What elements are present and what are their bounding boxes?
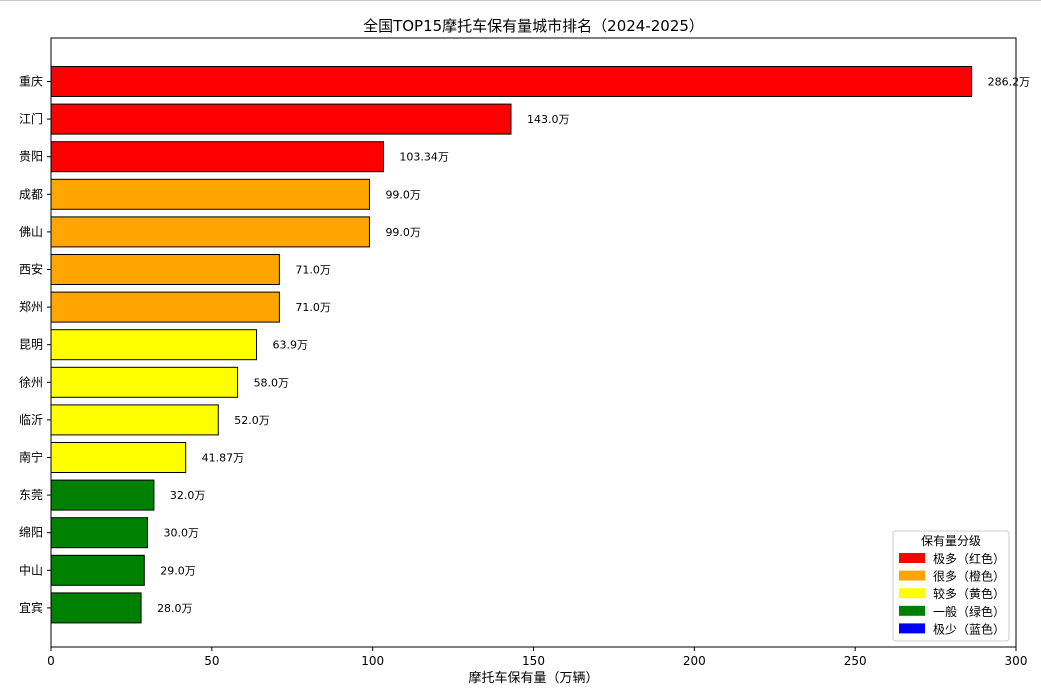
legend-label-blue: 极少（蓝色） — [933, 622, 1005, 636]
data-label-10: 52.0万 — [234, 414, 270, 427]
bar-4 — [50, 178, 370, 210]
y-tick-label-14: 中山 — [19, 562, 43, 577]
bar-7 — [50, 291, 280, 323]
x-tick-label-150: 150 — [522, 654, 545, 668]
legend-title: 保有量分级 — [921, 534, 981, 548]
data-label-14: 29.0万 — [160, 564, 196, 577]
x-axis-label: 摩托车保有量（万辆） — [468, 670, 598, 686]
data-label-15: 28.0万 — [157, 602, 193, 615]
y-tick-label-2: 江门 — [19, 111, 43, 126]
y-tick-label-11: 南宁 — [19, 450, 43, 465]
legend-label-orange: 很多（橙色） — [933, 569, 1005, 584]
bar-14 — [50, 554, 145, 586]
y-tick-label-12: 东莞 — [19, 488, 43, 502]
legend-swatch-blue — [899, 623, 925, 634]
x-tick-label-100: 100 — [361, 654, 384, 668]
bar-2 — [50, 103, 512, 135]
legend-swatch-yellow — [899, 588, 925, 599]
bar-9 — [50, 366, 239, 398]
data-label-5: 99.0万 — [385, 226, 421, 239]
bar-6 — [50, 254, 280, 285]
data-label-6: 71.0万 — [295, 264, 331, 277]
bar-1 — [50, 66, 973, 97]
data-label-4: 99.0万 — [385, 188, 421, 201]
legend-label-yellow: 较多（黄色） — [933, 586, 1005, 601]
data-label-2: 143.0万 — [527, 113, 570, 126]
y-tick-label-5: 佛山 — [19, 225, 43, 239]
bars-group: 286.2万 143.0万 103.34万 99.0万 99.0万 71.0万 71.0万 6… — [50, 66, 1031, 624]
bar-13 — [50, 517, 148, 549]
y-tick-label-4: 成都 — [19, 187, 43, 201]
y-tick-label-8: 昆明 — [19, 338, 43, 352]
data-label-11: 41.87万 — [202, 452, 245, 465]
plot-frame — [50, 37, 1017, 648]
x-tick-label-0: 0 — [47, 654, 55, 668]
legend-swatch-green — [899, 605, 925, 616]
bar-12 — [50, 479, 155, 511]
y-tick-label-15: 宜宾 — [19, 600, 43, 615]
data-label-7: 71.0万 — [295, 301, 331, 314]
window-top-border — [0, 0, 1041, 1]
x-axis: 0 50 100 150 200 250 300 — [47, 647, 1027, 668]
y-tick-label-7: 郑州 — [19, 299, 43, 314]
bar-11 — [50, 442, 187, 473]
legend-swatch-red — [899, 553, 925, 563]
data-label-12: 32.0万 — [170, 489, 206, 502]
y-tick-label-10: 临沂 — [19, 413, 43, 427]
legend-label-red: 极多（红色） — [933, 551, 1005, 566]
legend-label-green: 一般（绿色） — [933, 604, 1005, 619]
y-tick-label-3: 贵阳 — [19, 150, 43, 164]
chart-title: 全国TOP15摩托车保有量城市排名（2024-2025） — [363, 17, 704, 35]
y-tick-label-6: 西安 — [19, 262, 43, 277]
x-tick-label-200: 200 — [683, 654, 706, 668]
bar-8 — [50, 329, 258, 361]
x-tick-label-300: 300 — [1005, 654, 1028, 668]
data-label-13: 30.0万 — [164, 527, 200, 540]
y-tick-label-1: 重庆 — [19, 75, 43, 89]
data-label-8: 63.9万 — [273, 339, 309, 352]
legend-swatch-orange — [899, 570, 925, 581]
data-label-9: 58.0万 — [254, 376, 289, 389]
bar-15 — [50, 592, 142, 624]
y-tick-label-13: 绵阳 — [19, 526, 43, 540]
data-label-3: 103.34万 — [399, 151, 449, 164]
y-tick-label-9: 徐州 — [19, 374, 43, 389]
bar-10 — [50, 404, 219, 436]
bar-5 — [50, 216, 370, 248]
bar-3 — [50, 141, 384, 173]
data-label-1: 286.2万 — [988, 76, 1031, 89]
x-tick-label-250: 250 — [844, 654, 867, 668]
x-tick-label-50: 50 — [204, 654, 219, 668]
